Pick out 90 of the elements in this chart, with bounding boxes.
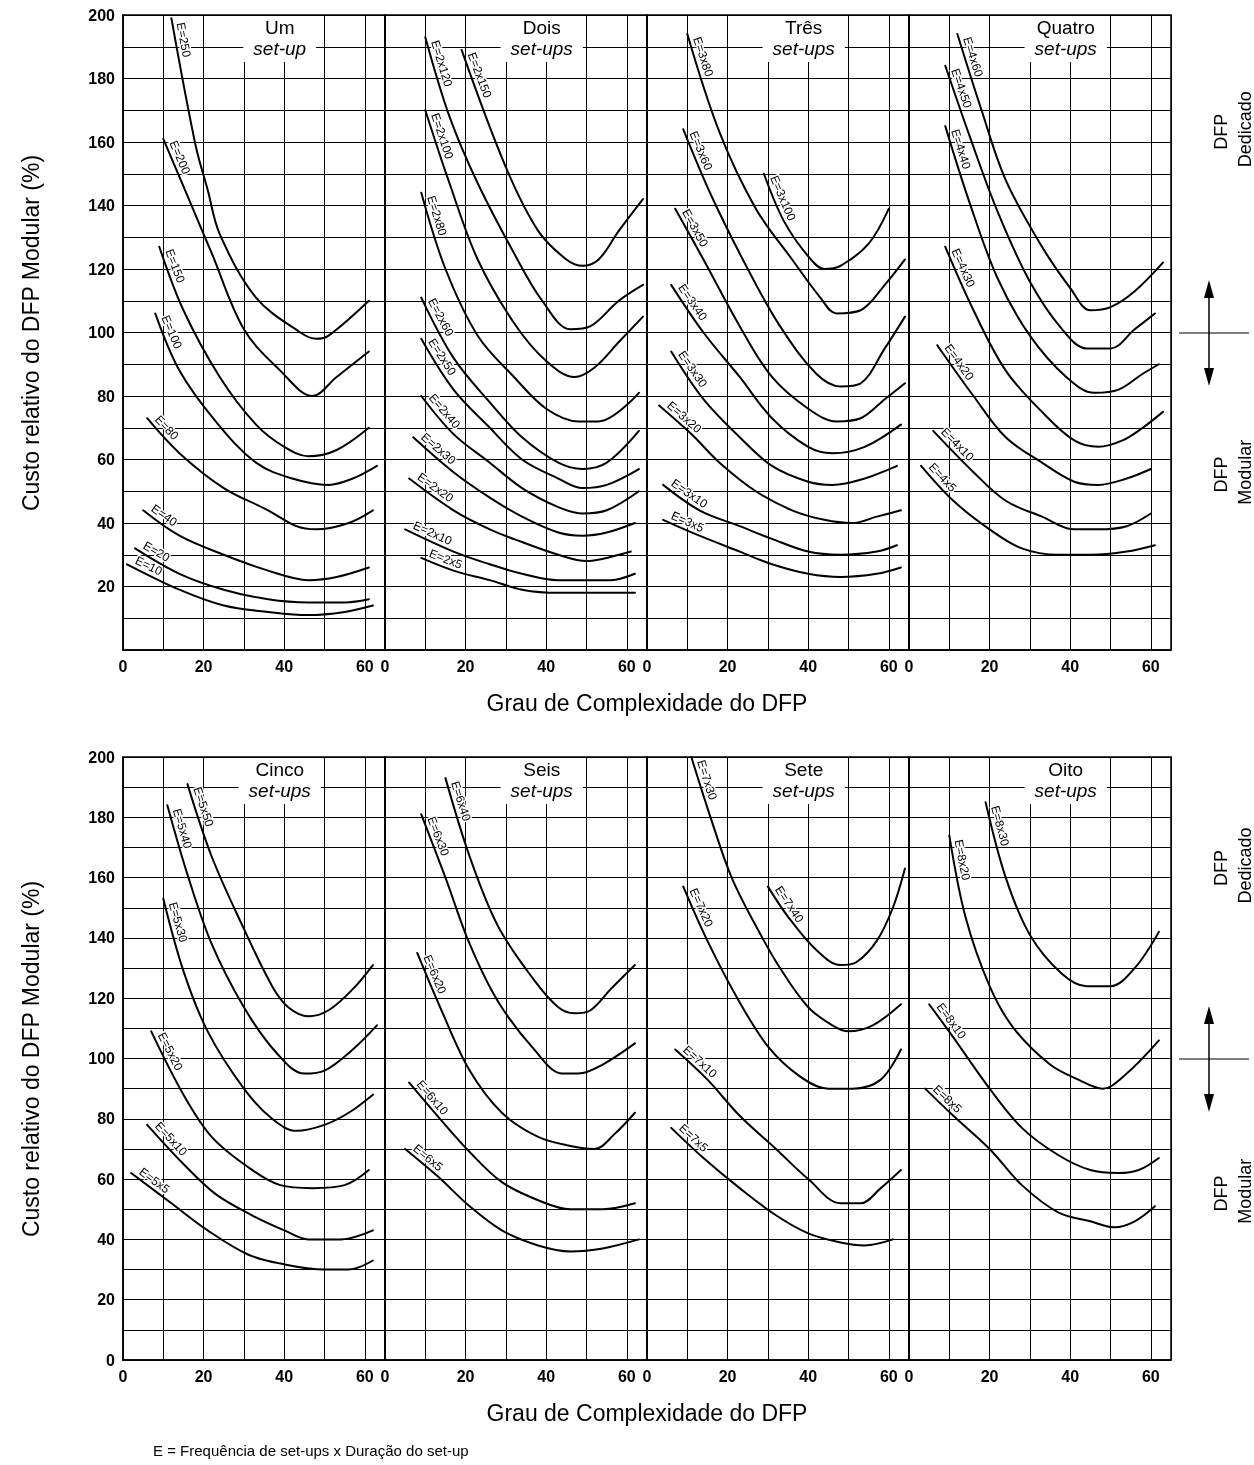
x-tick-label: 60	[879, 657, 898, 675]
chart-title: Dois	[522, 17, 561, 38]
text: set-ups	[510, 780, 574, 801]
x-tick-label: 20	[194, 657, 213, 675]
x-tick-label: 40	[799, 657, 818, 675]
y-tick-label: 120	[88, 989, 116, 1007]
text: DFP Dedicado	[1211, 91, 1254, 168]
chart-title: Sete	[784, 759, 824, 780]
x-tick-label: 0	[118, 1367, 128, 1385]
x-tick-label: 20	[980, 1367, 999, 1385]
text: E=4x40	[948, 127, 974, 171]
y-tick-label: 60	[97, 451, 116, 468]
text: set-ups	[1034, 780, 1098, 801]
x-tick-label: 40	[1061, 1367, 1080, 1385]
y-tick-label: 60	[97, 1170, 116, 1188]
text: E=7x30	[694, 758, 720, 802]
text: E=200	[166, 138, 194, 177]
chart-title: Seis	[523, 759, 561, 780]
y-tick-label: 200	[88, 6, 116, 24]
y-tick-label: 120	[88, 260, 116, 278]
text: E=8x20	[951, 838, 974, 882]
x-axis-title: Grau de Complexidade do DFP	[485, 1400, 809, 1427]
text: E=6x40	[448, 779, 474, 824]
x-tick-label: 60	[1141, 1367, 1160, 1385]
x-tick-label: 0	[904, 657, 914, 675]
y-axis-title: Custo relativo do DFP Modular (%)	[16, 153, 45, 513]
chart-title: Oito	[1048, 759, 1084, 780]
y-tick-label: 80	[97, 387, 116, 405]
text: E=8x30	[988, 804, 1013, 848]
text: E = Frequência de set-ups x Duração do set-up	[153, 1442, 469, 1459]
x-axis-title: Grau de Complexidade do DFP	[485, 690, 809, 717]
x-tick-label: 60	[355, 657, 374, 675]
chart-title: Quatro	[1036, 17, 1095, 38]
x-tick-label: 40	[799, 1367, 818, 1385]
y-tick-label: 80	[97, 1110, 116, 1128]
x-tick-label: 0	[642, 1367, 652, 1385]
y-tick-label: 20	[97, 578, 116, 595]
x-tick-label: 60	[1141, 657, 1160, 675]
x-tick-label: 0	[380, 1367, 390, 1385]
x-tick-label: 60	[355, 1367, 374, 1385]
text: E=5x30	[165, 900, 191, 945]
y-tick-label: 180	[88, 70, 116, 87]
x-tick-label: 60	[879, 1367, 898, 1385]
x-tick-label: 0	[642, 657, 652, 675]
y-tick-label: 140	[88, 197, 116, 214]
text: DFP Modular	[1211, 439, 1254, 505]
y-tick-label: 100	[88, 1050, 116, 1067]
x-tick-label: 20	[980, 657, 999, 675]
x-tick-label: 0	[118, 657, 128, 675]
text: set-up	[253, 38, 307, 59]
text: set-ups	[1034, 38, 1098, 59]
x-tick-label: 0	[380, 657, 390, 675]
y-tick-label: 180	[88, 808, 116, 826]
y-axis-title: Custo relativo do DFP Modular (%)	[16, 879, 45, 1239]
text: E=2x5	[427, 546, 465, 572]
text: E=250	[173, 21, 194, 59]
y-tick-label: 200	[88, 748, 116, 766]
text: E=2x80	[424, 193, 450, 238]
text: E=3x80	[690, 35, 717, 79]
text: DFP Dedicado	[1211, 827, 1254, 904]
x-tick-label: 0	[904, 1367, 914, 1385]
x-tick-label: 40	[275, 657, 294, 675]
y-tick-label: 140	[88, 929, 116, 947]
text: E=150	[162, 247, 189, 286]
x-tick-label: 40	[275, 1367, 294, 1385]
y-tick-label: 0	[106, 1351, 116, 1369]
x-tick-label: 20	[456, 657, 475, 675]
x-tick-label: 40	[1061, 657, 1080, 675]
x-tick-label: 60	[617, 657, 636, 675]
text: set-ups	[772, 780, 836, 801]
y-tick-label: 160	[88, 133, 116, 151]
y-tick-label: 40	[97, 1230, 116, 1248]
x-tick-label: 20	[718, 657, 737, 675]
x-tick-label: 60	[617, 1367, 636, 1385]
x-tick-label: 20	[456, 1367, 475, 1385]
chart-title: Um	[264, 17, 295, 38]
x-tick-label: 40	[537, 1367, 556, 1385]
chart-title: Cinco	[255, 759, 305, 780]
chart-title: Três	[785, 17, 823, 38]
text: set-ups	[510, 38, 574, 59]
y-tick-label: 100	[88, 324, 116, 341]
x-tick-label: 20	[718, 1367, 737, 1385]
text: set-ups	[248, 780, 312, 801]
y-tick-label: 20	[97, 1291, 116, 1309]
text: set-ups	[772, 38, 836, 59]
y-tick-label: 160	[88, 869, 116, 887]
x-tick-label: 20	[194, 1367, 213, 1385]
x-tick-label: 40	[537, 657, 556, 675]
text: DFP Modular	[1211, 1158, 1254, 1224]
y-tick-label: 40	[97, 514, 116, 532]
